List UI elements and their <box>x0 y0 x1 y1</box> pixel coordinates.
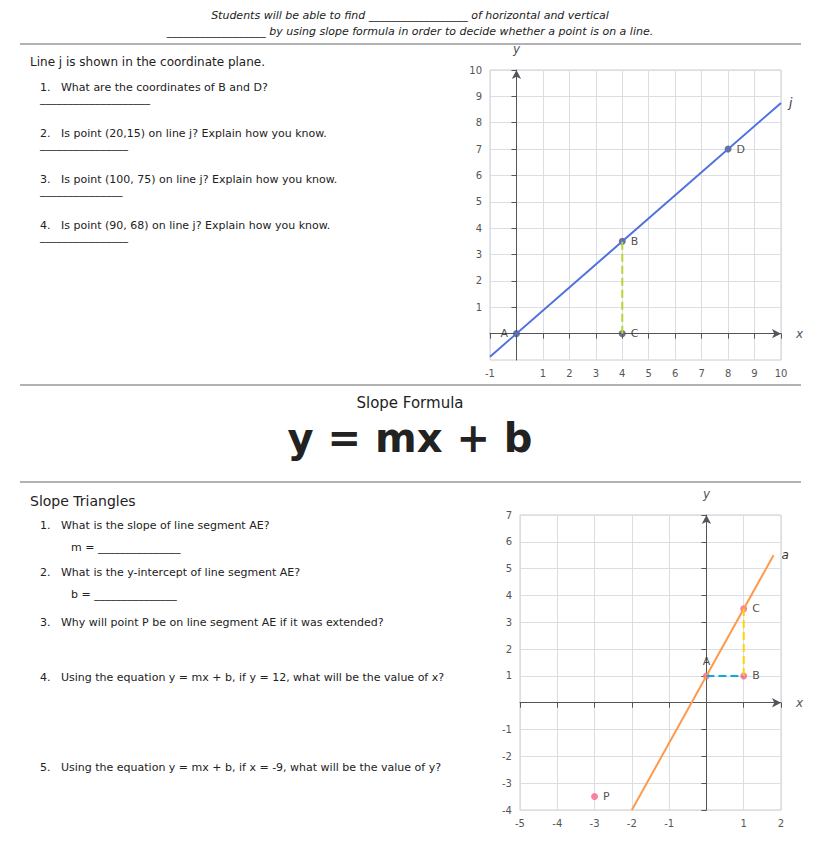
svg-text:2: 2 <box>778 818 784 829</box>
svg-text:9: 9 <box>476 91 482 102</box>
svg-text:____________________: ____________________ <box>39 92 151 105</box>
svg-text:3: 3 <box>476 249 482 260</box>
svg-text:-3: -3 <box>502 778 512 789</box>
svg-text:x: x <box>795 696 804 710</box>
svg-text:Line j is shown in the coordin: Line j is shown in the coordinate plane. <box>30 55 265 69</box>
svg-text:________________: ________________ <box>39 230 129 243</box>
svg-text:1. What are the coordinates of: 1. What are the coordinates of B and D? <box>40 81 275 94</box>
svg-text:C: C <box>631 327 639 340</box>
svg-text:y = mx + b: y = mx + b <box>288 415 533 461</box>
svg-text:j: j <box>787 96 793 110</box>
svg-text:C: C <box>752 602 760 615</box>
svg-text:6: 6 <box>506 536 512 547</box>
svg-text:2: 2 <box>506 644 512 655</box>
svg-text:7: 7 <box>698 368 704 379</box>
svg-text:-4: -4 <box>552 818 562 829</box>
svg-text:1: 1 <box>741 818 747 829</box>
svg-text:-4: -4 <box>502 805 512 816</box>
svg-text:________________: ________________ <box>39 138 129 151</box>
svg-text:2. Is point (20,15) on line j?: 2. Is point (20,15) on line j? Explain h… <box>40 127 331 140</box>
svg-text:1: 1 <box>540 368 546 379</box>
svg-text:4. Is point (90, 68) on line j: 4. Is point (90, 68) on line j? Explain … <box>40 219 334 232</box>
svg-text:10: 10 <box>469 65 482 76</box>
svg-text:5: 5 <box>506 563 512 574</box>
svg-text:3. Is point (100, 75) on line: 3. Is point (100, 75) on line j? Explain… <box>40 173 341 186</box>
svg-text:-1: -1 <box>664 818 674 829</box>
svg-text:5. Using the equation y = mx: 5. Using the equation y = mx + b, if x =… <box>40 761 441 774</box>
svg-text:_______________: _______________ <box>39 184 123 197</box>
svg-text:7: 7 <box>506 510 512 521</box>
svg-text:6: 6 <box>672 368 678 379</box>
svg-text:x: x <box>795 327 804 341</box>
svg-text:Students will be able to find: Students will be able to find __________… <box>211 9 609 22</box>
svg-text:1. What is the slope of line: 1. What is the slope of line segment AE? <box>40 519 270 532</box>
svg-text:4: 4 <box>506 590 512 601</box>
svg-text:A: A <box>500 327 508 340</box>
svg-text:-3: -3 <box>590 818 600 829</box>
svg-text:Slope Triangles: Slope Triangles <box>30 493 136 509</box>
svg-text:4. Using the equation y = mx: 4. Using the equation y = mx + b, if y =… <box>40 671 444 684</box>
svg-text:4: 4 <box>619 368 625 379</box>
svg-text:a: a <box>782 548 789 562</box>
svg-text:1: 1 <box>506 670 512 681</box>
svg-text:B: B <box>631 235 639 248</box>
svg-text:-5: -5 <box>515 818 525 829</box>
svg-text:8: 8 <box>476 117 482 128</box>
svg-text:1: 1 <box>476 302 482 313</box>
svg-text:y: y <box>702 487 711 501</box>
svg-text:-2: -2 <box>502 751 512 762</box>
svg-text:3: 3 <box>593 368 599 379</box>
svg-text:3. Why will point P be on li: 3. Why will point P be on line segment A… <box>40 616 384 629</box>
svg-text:A: A <box>703 655 711 668</box>
svg-text:b = _______________: b = _______________ <box>50 588 177 601</box>
svg-text:2: 2 <box>566 368 572 379</box>
svg-text:y: y <box>512 42 521 56</box>
svg-text:4: 4 <box>476 223 482 234</box>
svg-text:5: 5 <box>476 196 482 207</box>
svg-text:5: 5 <box>646 368 652 379</box>
svg-text:3: 3 <box>506 617 512 628</box>
svg-text:7: 7 <box>476 144 482 155</box>
svg-text:-1: -1 <box>485 368 495 379</box>
svg-text:8: 8 <box>725 368 731 379</box>
svg-text:B: B <box>752 669 760 682</box>
svg-text:D: D <box>737 143 745 156</box>
svg-text:P: P <box>603 790 610 803</box>
svg-text:-2: -2 <box>627 818 637 829</box>
svg-text:9: 9 <box>751 368 757 379</box>
svg-text:m = _______________: m = _______________ <box>50 541 181 554</box>
svg-text:2. What is the y-intercept o: 2. What is the y-intercept of line segme… <box>40 566 300 579</box>
svg-text:10: 10 <box>775 368 788 379</box>
svg-text:Slope Formula: Slope Formula <box>356 394 463 412</box>
svg-text:__________________ by using sl: __________________ by using slope formul… <box>166 25 653 38</box>
svg-text:-1: -1 <box>502 724 512 735</box>
svg-text:6: 6 <box>476 170 482 181</box>
svg-text:2: 2 <box>476 275 482 286</box>
